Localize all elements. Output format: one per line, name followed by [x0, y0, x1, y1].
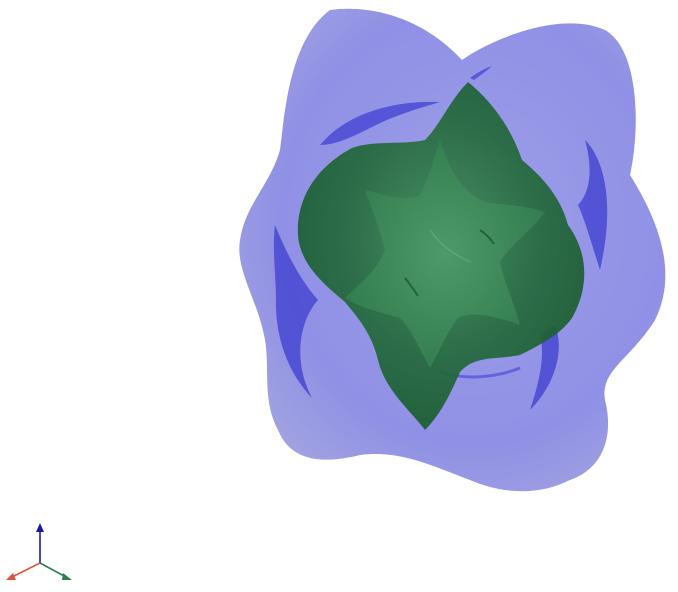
ribbon-arc-lower-right [530, 325, 559, 410]
ribbon-arc-right [578, 140, 608, 270]
ribbon-arc-left [273, 225, 318, 398]
x-axis-arrow-icon [6, 573, 16, 580]
core-crease-3 [429, 229, 471, 263]
z-axis-arrow-icon [36, 523, 44, 532]
ribbon-arc-top [320, 101, 440, 145]
star-core [345, 140, 545, 368]
y-axis-line [39, 562, 67, 578]
y-axis-arrow-icon [62, 573, 72, 580]
orientation-axes-widget [6, 523, 72, 580]
x-axis-line [11, 562, 41, 578]
ribbon-arc-top-right [470, 66, 492, 80]
core-crease-2 [404, 277, 419, 297]
core-crease-1 [479, 229, 495, 245]
